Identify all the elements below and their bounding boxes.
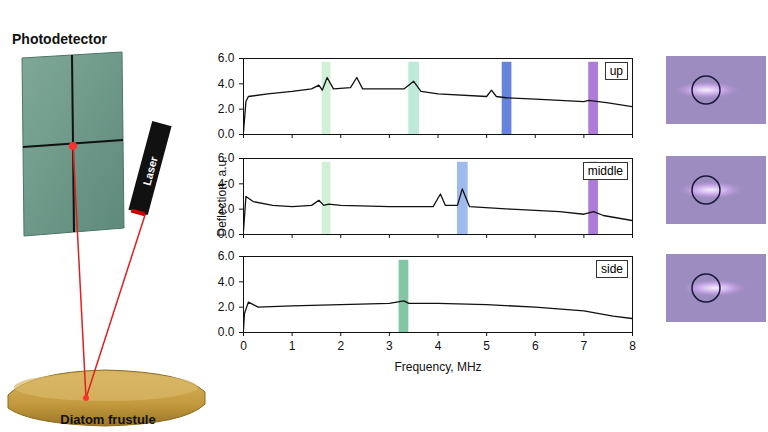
svg-text:6.0: 6.0 (218, 249, 235, 263)
svg-text:6.0: 6.0 (218, 51, 235, 65)
svg-text:6: 6 (532, 339, 539, 353)
svg-text:2.0: 2.0 (218, 102, 235, 116)
svg-text:Frequency, MHz: Frequency, MHz (394, 360, 481, 374)
svg-text:0.0: 0.0 (218, 127, 235, 140)
svg-text:Laser: Laser (141, 155, 160, 187)
svg-text:Photodetector: Photodetector (12, 31, 107, 47)
svg-text:0: 0 (240, 339, 247, 353)
svg-text:Diatom frustule: Diatom frustule (60, 412, 155, 427)
svg-text:3: 3 (386, 339, 393, 353)
svg-text:4: 4 (435, 339, 442, 353)
svg-text:4.0: 4.0 (218, 275, 235, 289)
html-text:side: side (601, 262, 623, 276)
html-text:up: up (609, 64, 623, 78)
svg-text:5: 5 (483, 339, 490, 353)
html-text:middle: middle (587, 164, 623, 178)
svg-text:2: 2 (337, 339, 344, 353)
svg-text:2.0: 2.0 (218, 300, 235, 314)
svg-text:4.0: 4.0 (218, 77, 235, 91)
svg-text:8: 8 (629, 339, 636, 353)
svg-text:Deflection, a.u.: Deflection, a.u. (215, 156, 229, 236)
svg-text:1: 1 (289, 339, 296, 353)
svg-text:7: 7 (581, 339, 588, 353)
svg-text:0.0: 0.0 (218, 325, 235, 339)
